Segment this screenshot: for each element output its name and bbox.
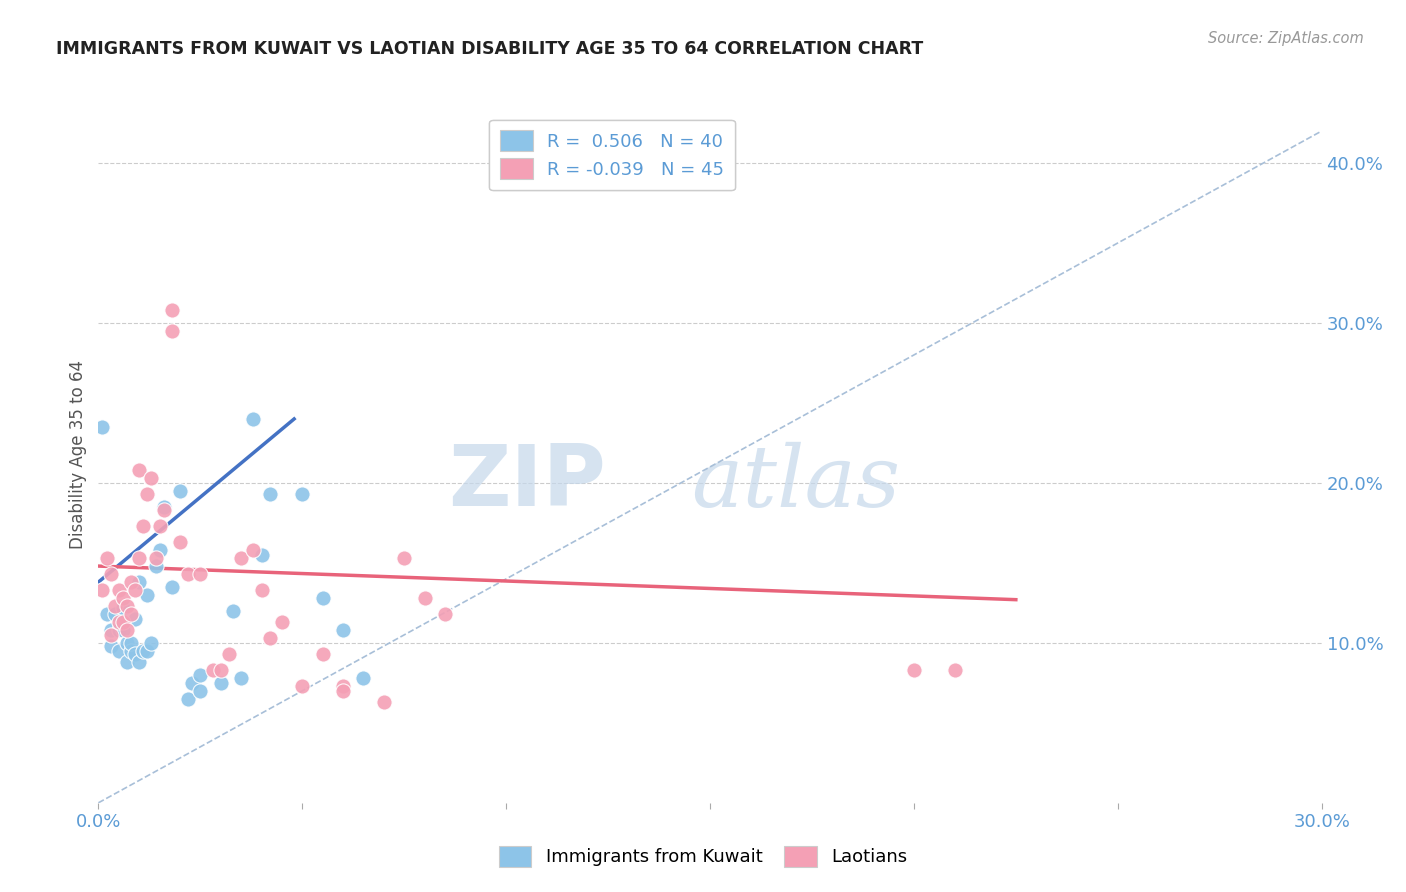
Point [222,604,245,618]
Point [91,420,114,434]
Point [115,636,138,650]
Y-axis label: Disability Age 35 to 64: Disability Age 35 to 64 [69,360,87,549]
Point [111,600,134,615]
Point [108,644,131,658]
Point [111,615,134,629]
Point [242,412,264,426]
Point [115,655,138,669]
Point [128,463,150,477]
Legend: R =  0.506   N = 40, R = -0.039   N = 45: R = 0.506 N = 40, R = -0.039 N = 45 [489,120,735,190]
Point [250,583,273,598]
Point [104,607,127,621]
Point [903,663,925,677]
Point [128,551,150,566]
Point [943,663,966,677]
Point [108,583,131,598]
Point [104,599,127,613]
Point [124,583,146,598]
Point [149,543,172,558]
Legend: Immigrants from Kuwait, Laotians: Immigrants from Kuwait, Laotians [492,838,914,874]
Point [231,671,253,685]
Point [250,548,273,562]
Text: ZIP: ZIP [449,442,606,524]
Point [132,644,155,658]
Point [259,631,281,645]
Point [100,623,122,637]
Point [128,575,150,590]
Point [100,567,122,582]
Point [96,551,118,566]
Point [124,647,146,661]
Point [312,647,335,661]
Point [177,567,200,582]
Text: atlas: atlas [692,442,900,524]
Point [242,543,264,558]
Point [152,503,174,517]
Point [124,612,146,626]
Point [201,663,224,677]
Point [231,551,253,566]
Point [332,679,354,693]
Point [312,591,335,605]
Point [169,483,191,498]
Point [160,303,183,318]
Point [188,683,212,698]
Point [145,559,167,574]
Point [270,615,294,629]
Point [188,668,212,682]
Point [259,487,281,501]
Point [145,551,167,566]
Point [120,636,142,650]
Point [100,639,122,653]
Point [160,580,183,594]
Point [373,695,395,709]
Point [115,623,138,637]
Point [332,683,354,698]
Point [181,676,204,690]
Point [136,487,159,501]
Point [392,551,416,566]
Point [136,588,159,602]
Point [218,647,240,661]
Point [128,655,150,669]
Point [136,644,159,658]
Point [177,691,200,706]
Point [108,615,131,629]
Point [91,583,114,598]
Point [291,487,314,501]
Point [434,607,457,621]
Point [120,575,142,590]
Point [332,623,354,637]
Point [141,636,163,650]
Point [149,519,172,533]
Point [111,591,134,605]
Point [132,519,155,533]
Point [188,567,212,582]
Point [120,644,142,658]
Point [108,623,131,637]
Point [352,671,374,685]
Point [209,676,232,690]
Point [120,607,142,621]
Point [160,324,183,338]
Point [96,607,118,621]
Point [152,500,174,514]
Text: IMMIGRANTS FROM KUWAIT VS LAOTIAN DISABILITY AGE 35 TO 64 CORRELATION CHART: IMMIGRANTS FROM KUWAIT VS LAOTIAN DISABI… [56,40,924,58]
Point [100,628,122,642]
Point [209,663,232,677]
Point [111,623,134,637]
Point [141,471,163,485]
Point [413,591,436,605]
Point [291,679,314,693]
Point [115,599,138,613]
Text: Source: ZipAtlas.com: Source: ZipAtlas.com [1208,31,1364,46]
Point [169,535,191,549]
